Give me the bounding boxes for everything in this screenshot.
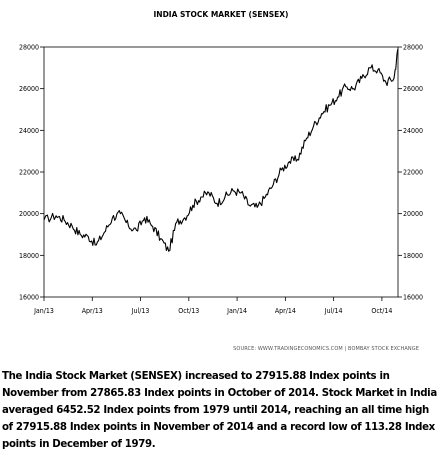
x-tick-label: Oct/14 bbox=[371, 307, 392, 315]
y-tick-label-left: 28000 bbox=[19, 44, 39, 52]
x-tick-label: Jan/14 bbox=[226, 307, 247, 315]
y-tick-label-left: 22000 bbox=[19, 169, 39, 177]
x-tick-label: Jul/14 bbox=[324, 307, 343, 315]
x-tick-label: Jul/13 bbox=[131, 307, 150, 315]
y-tick-label-right: 22000 bbox=[403, 169, 423, 177]
x-tick-label: Oct/13 bbox=[178, 307, 199, 315]
y-tick-label-left: 20000 bbox=[19, 210, 39, 218]
y-tick-label-left: 18000 bbox=[19, 252, 39, 260]
y-tick-label-right: 18000 bbox=[403, 252, 423, 260]
x-tick-label: Apr/13 bbox=[82, 307, 103, 315]
chart-source: SOURCE: WWW.TRADINGECONOMICS.COM | BOMBA… bbox=[233, 346, 419, 352]
y-tick-label-right: 24000 bbox=[403, 127, 423, 135]
x-tick-label: Apr/14 bbox=[275, 307, 296, 315]
x-tick-label: Jan/13 bbox=[33, 307, 54, 315]
y-tick-label-left: 26000 bbox=[19, 85, 39, 93]
chart-title: INDIA STOCK MARKET (SENSEX) bbox=[154, 10, 289, 19]
chart-caption: The India Stock Market (SENSEX) increase… bbox=[2, 371, 437, 450]
y-tick-label-left: 16000 bbox=[19, 294, 39, 302]
series-line bbox=[43, 48, 399, 252]
y-tick-label-right: 26000 bbox=[403, 85, 423, 93]
y-tick-label-right: 20000 bbox=[403, 210, 423, 218]
chart-area: INDIA STOCK MARKET (SENSEX) 16000 18000 20… bbox=[19, 10, 423, 352]
y-tick-label-left: 24000 bbox=[19, 127, 39, 135]
y-tick-label-right: 28000 bbox=[403, 44, 423, 52]
y-tick-label-right: 16000 bbox=[403, 294, 423, 302]
sensex-line-chart: INDIA STOCK MARKET (SENSEX) 16000 18000 20… bbox=[19, 10, 423, 352]
